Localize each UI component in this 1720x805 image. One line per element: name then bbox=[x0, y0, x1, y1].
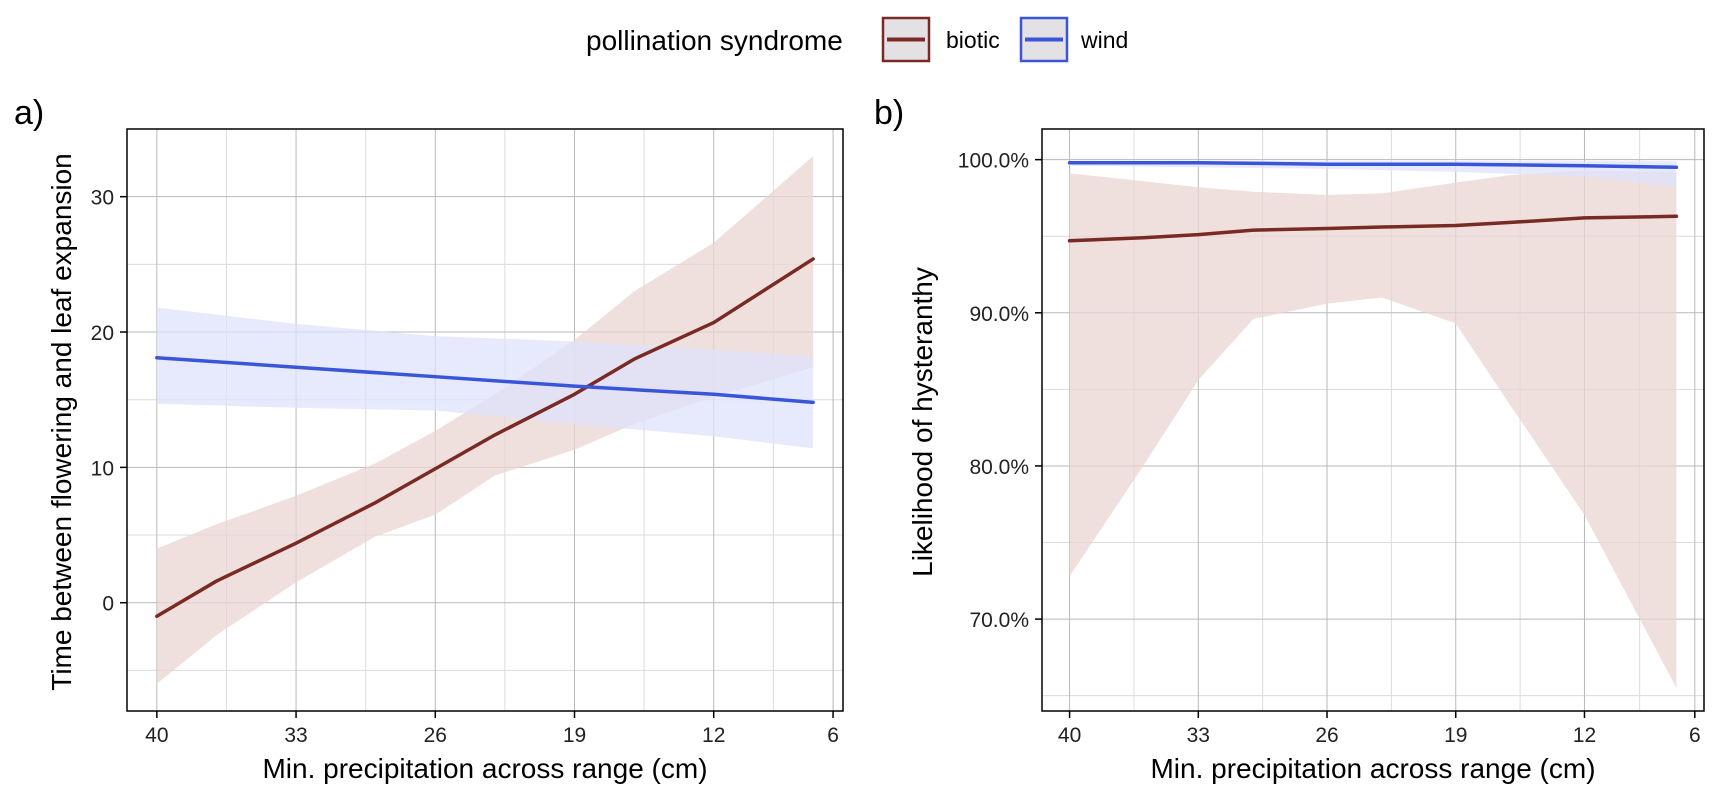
panel-b-ticks: 40 33 26 19 12 6 70.0% 80.0% 90.0% 100.0% bbox=[958, 150, 1701, 747]
panel-a-y-tick-label: 20 bbox=[91, 322, 114, 345]
panel-b-y-axis-title: Likelihood of hysteranthy bbox=[907, 267, 938, 577]
panel-b: b) Likelihood of hysteranthy Min. precip… bbox=[874, 94, 1705, 784]
panel-a-ticks: 40 33 26 19 12 6 0 10 20 30 bbox=[91, 187, 839, 747]
panel-a-y-axis-title: Time between flowering and leaf expansio… bbox=[46, 153, 77, 691]
panel-b-y-tick-label: 90.0% bbox=[969, 303, 1029, 326]
panel-a-x-tick-label: 26 bbox=[424, 724, 447, 747]
panel-b-y-tick-label: 80.0% bbox=[969, 456, 1029, 479]
panel-b-line-biotic bbox=[1067, 214, 1679, 243]
legend-label-biotic: biotic bbox=[946, 27, 1000, 53]
panel-b-x-tick-label: 40 bbox=[1058, 724, 1081, 747]
panel-a-line-wind bbox=[155, 355, 815, 405]
panel-a-x-tick-label: 12 bbox=[702, 724, 725, 747]
panel-b-y-tick-label: 100.0% bbox=[958, 150, 1029, 173]
panel-a-gridlines bbox=[127, 129, 843, 711]
panel-a-label: a) bbox=[14, 94, 44, 132]
panel-b-x-tick-label: 12 bbox=[1573, 724, 1596, 747]
legend: pollination syndrome biotic wind bbox=[586, 16, 1128, 63]
panel-b-x-tick-label: 26 bbox=[1315, 724, 1338, 747]
panel-a-x-axis-title: Min. precipitation across range (cm) bbox=[262, 753, 707, 784]
panel-a-y-tick-label: 0 bbox=[102, 593, 114, 616]
panel-a-x-tick-label: 40 bbox=[145, 724, 168, 747]
legend-item-biotic: biotic bbox=[881, 16, 1000, 63]
panel-b-plot-border bbox=[1041, 128, 1705, 712]
panel-b-y-tick-label: 70.0% bbox=[969, 609, 1029, 632]
panel-a-band-biotic bbox=[156, 156, 814, 684]
panel-a-plot-border bbox=[126, 128, 844, 712]
panel-b-band-wind bbox=[1069, 161, 1677, 188]
panel-a-x-tick-label: 6 bbox=[827, 724, 839, 747]
panel-b-x-axis-title: Min. precipitation across range (cm) bbox=[1150, 753, 1595, 784]
panel-b-x-tick-label: 6 bbox=[1689, 724, 1701, 747]
panel-b-line-wind bbox=[1067, 160, 1679, 170]
panel-b-confidence-bands bbox=[1069, 161, 1677, 689]
panel-b-band-biotic bbox=[1069, 170, 1677, 689]
panel-a: a) Time between flowering and leaf expan… bbox=[14, 94, 844, 784]
legend-title: pollination syndrome bbox=[586, 25, 843, 56]
panel-a-line-biotic bbox=[155, 257, 815, 619]
panel-a-x-tick-label: 19 bbox=[563, 724, 586, 747]
panel-a-y-tick-label: 30 bbox=[91, 187, 114, 210]
legend-label-wind: wind bbox=[1080, 27, 1128, 53]
panel-a-y-tick-label: 10 bbox=[91, 457, 114, 480]
panel-a-x-tick-label: 33 bbox=[284, 724, 307, 747]
panel-b-label: b) bbox=[874, 94, 904, 132]
panel-a-series-lines bbox=[155, 257, 815, 619]
panel-b-x-tick-label: 19 bbox=[1444, 724, 1467, 747]
panel-b-series-lines bbox=[1067, 160, 1679, 243]
panel-b-x-tick-label: 33 bbox=[1187, 724, 1210, 747]
panel-a-band-wind bbox=[156, 307, 814, 449]
panel-a-confidence-bands bbox=[156, 156, 814, 684]
legend-item-wind: wind bbox=[1019, 16, 1128, 63]
